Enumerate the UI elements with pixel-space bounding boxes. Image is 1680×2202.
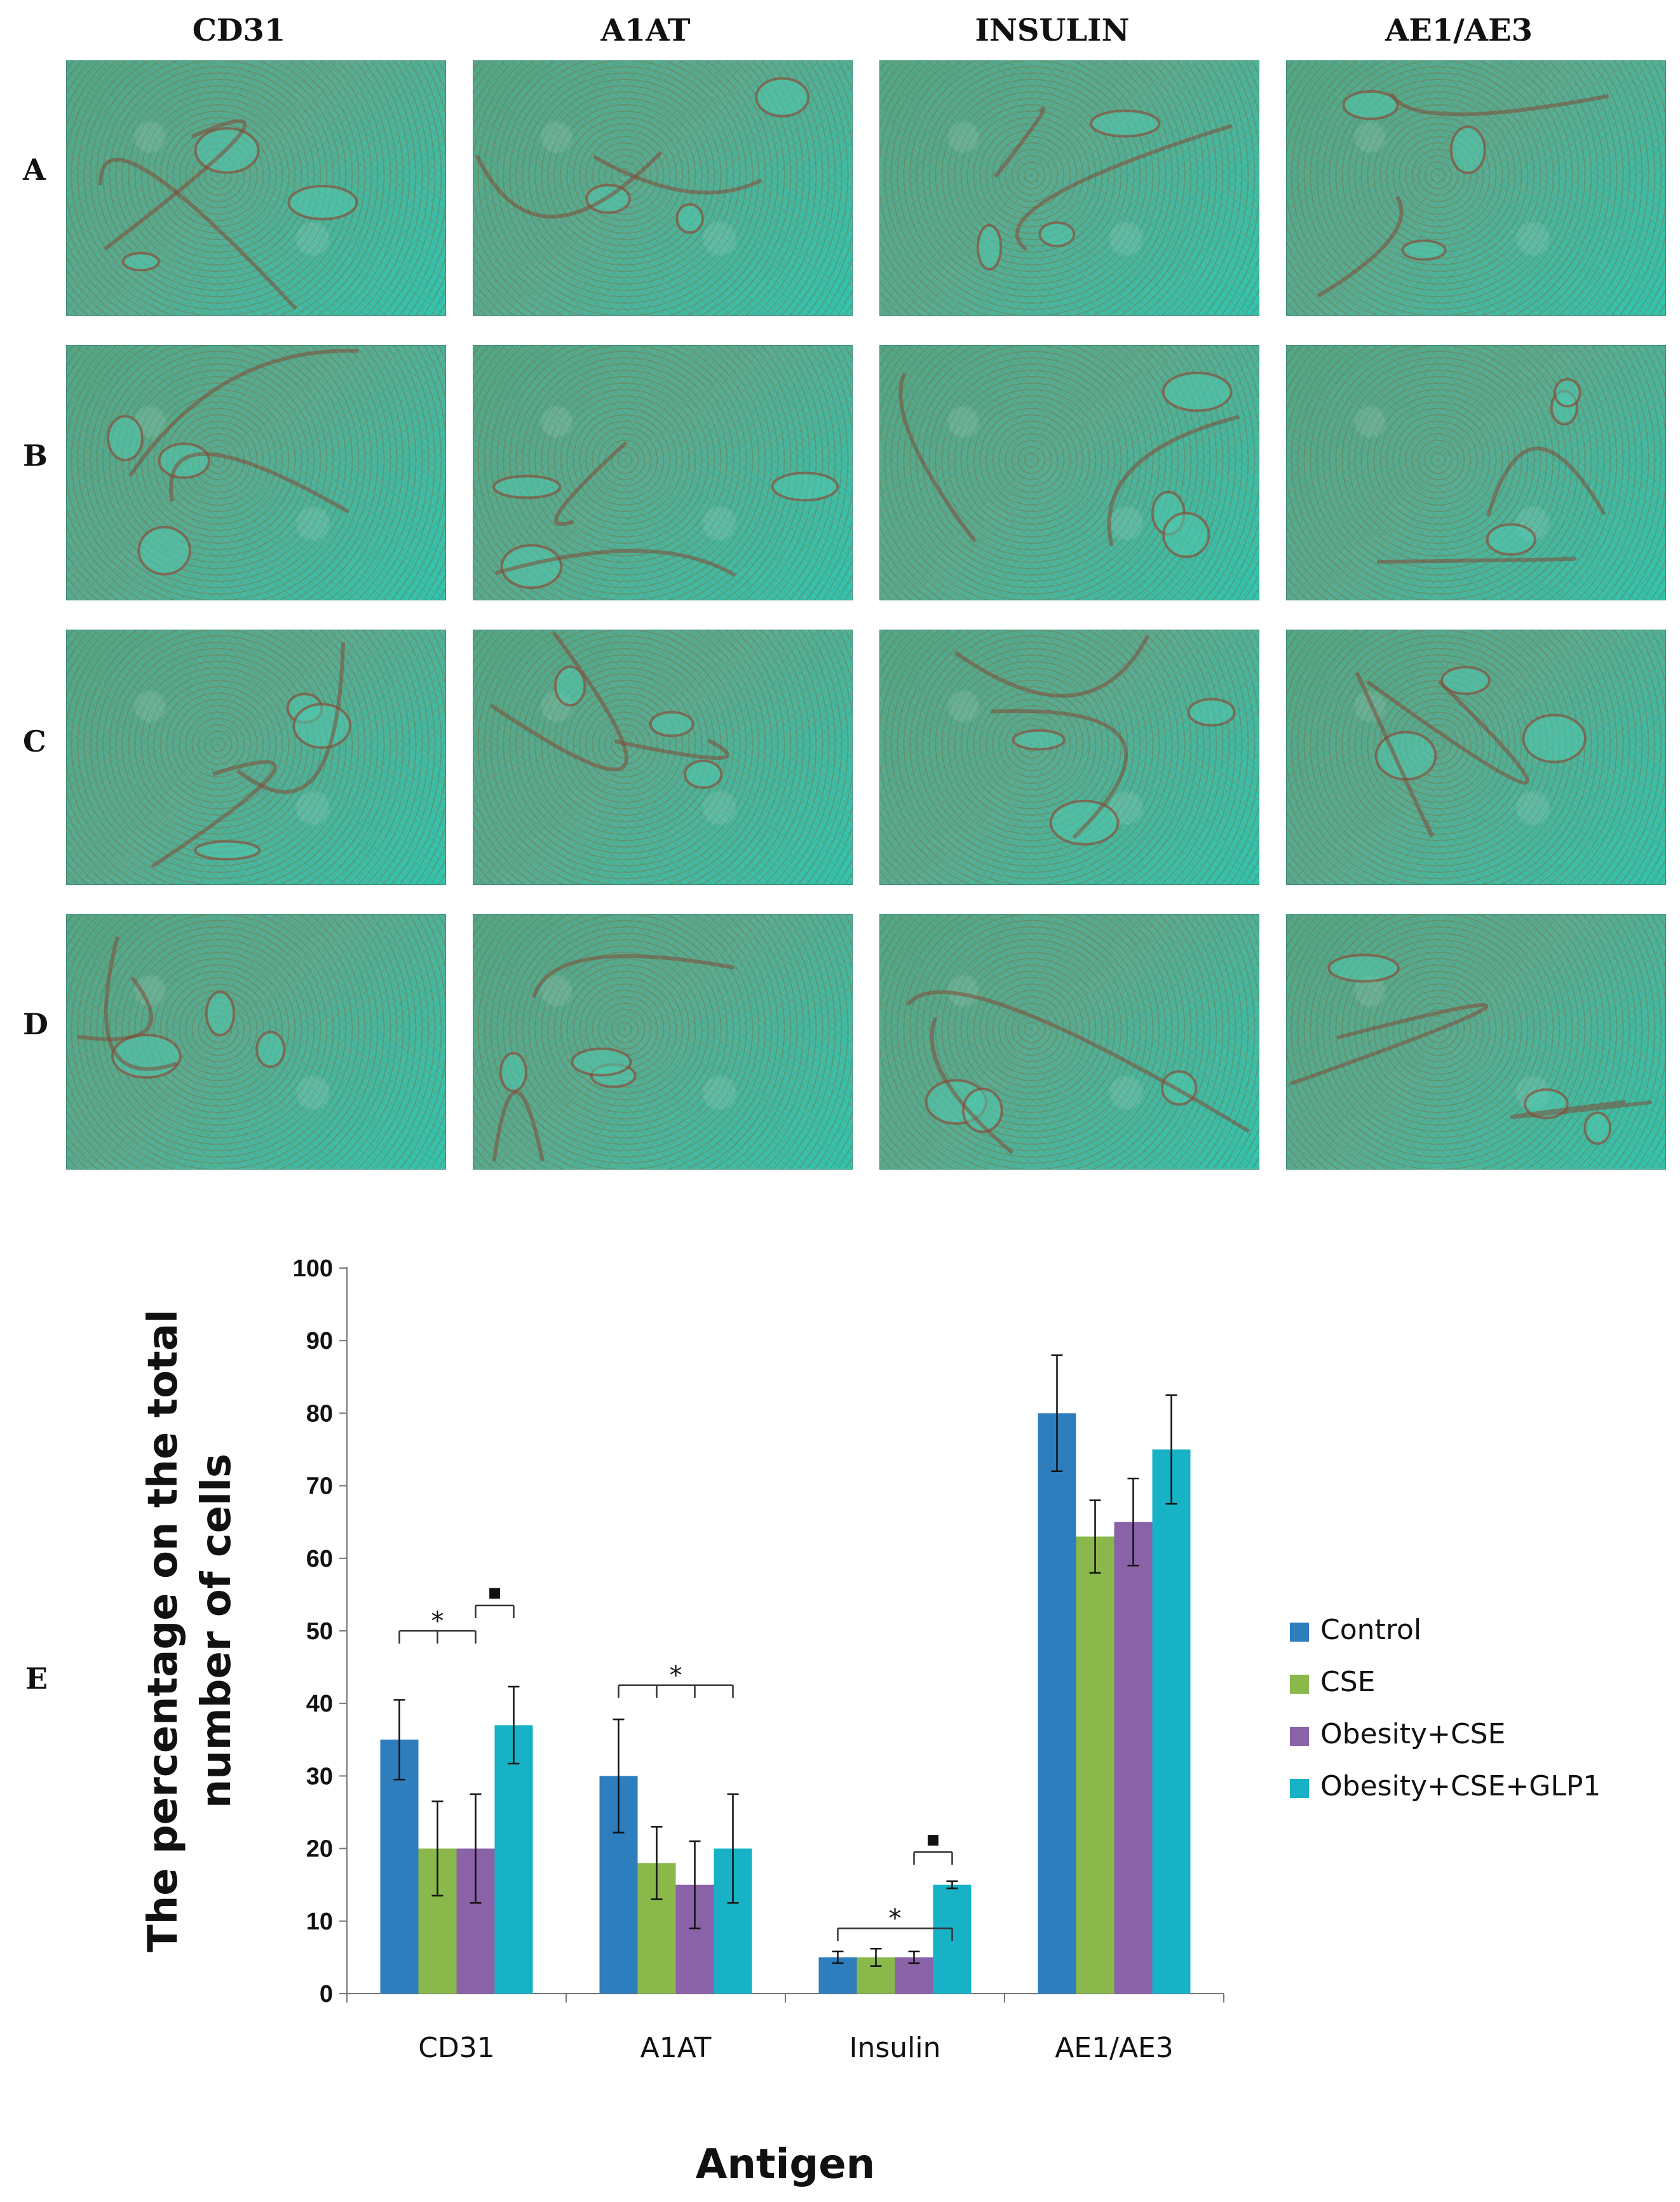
significance-cd31-1-symbol: ▪ <box>487 1579 502 1605</box>
legend-label-control: Control <box>1320 1614 1422 1646</box>
y-tick-label-90: 90 <box>306 1328 333 1354</box>
micrograph-d-ae1-ae3 <box>1286 914 1666 1170</box>
micrograph-b-ae1-ae3 <box>1286 345 1666 600</box>
x-tick-label-cd31: CD31 <box>418 2032 495 2064</box>
micrograph-a-a1at <box>473 60 853 316</box>
x-tick-label-ae1-ae3: AE1/AE3 <box>1055 2032 1174 2064</box>
micrograph-c-cd31 <box>66 630 446 885</box>
micrograph-b-a1at <box>473 345 853 600</box>
significance-insulin-3-symbol: * <box>889 1904 902 1933</box>
y-tick-label-80: 80 <box>306 1400 333 1427</box>
micrograph-c-ae1-ae3 <box>1286 630 1666 885</box>
significance-insulin-4-symbol: ▪ <box>926 1826 940 1851</box>
legend-swatch-obesity-cse <box>1290 1727 1309 1746</box>
y-tick-label-20: 20 <box>306 1836 333 1863</box>
micrograph-a-insulin <box>879 60 1259 316</box>
row-label-b: B <box>23 438 48 473</box>
bar-ae1-ae3-obesity-cse-glp1 <box>1152 1449 1191 1994</box>
micrograph-d-a1at <box>473 914 853 1170</box>
legend-label-obesity-cse: Obesity+CSE <box>1320 1718 1506 1750</box>
legend-swatch-cse <box>1290 1675 1309 1694</box>
micrograph-b-cd31 <box>66 345 446 600</box>
y-tick-label-50: 50 <box>306 1618 333 1645</box>
y-axis-title-line-2: number of cells <box>193 1454 240 1808</box>
y-tick-label-0: 0 <box>320 1981 333 2008</box>
row-label-c: C <box>23 724 46 759</box>
micrograph-a-ae1-ae3 <box>1286 60 1666 316</box>
column-header-ae1-ae3: AE1/AE3 <box>1385 13 1533 48</box>
bar-ae1-ae3-obesity-cse <box>1114 1522 1153 1994</box>
legend-swatch-control <box>1290 1623 1309 1642</box>
bar-cd31-obesity-cse-glp1 <box>494 1725 533 1994</box>
significance-cd31-0-symbol: * <box>431 1607 444 1636</box>
micrograph-c-a1at <box>473 630 853 885</box>
significance-a1at-2-symbol: * <box>670 1661 682 1691</box>
bar-chart: 0 10 20 30 40 50 60 70 80 90 100 CD31 A1AT Insulin AE1… <box>140 1255 1224 2188</box>
micrograph-a-cd31 <box>66 60 446 316</box>
column-header-insulin: INSULIN <box>975 13 1130 48</box>
bar-ae1-ae3-cse <box>1076 1536 1114 1994</box>
micrograph-d-insulin <box>879 914 1259 1170</box>
micrograph-d-cd31 <box>66 914 446 1170</box>
panel-label-e: E <box>25 1661 48 1696</box>
legend-label-cse: CSE <box>1320 1666 1376 1698</box>
micrograph-b-insulin <box>879 345 1259 600</box>
x-tick-label-insulin: Insulin <box>849 2032 940 2064</box>
y-tick-label-30: 30 <box>306 1763 333 1790</box>
legend-swatch-obesity-cse-glp1 <box>1290 1779 1309 1798</box>
column-header-cd31: CD31 <box>192 13 286 48</box>
y-tick-label-70: 70 <box>306 1473 333 1500</box>
y-axis-title-line-1: The percentage on the total <box>140 1309 187 1952</box>
column-header-a1at: A1AT <box>600 13 691 48</box>
y-tick-label-100: 100 <box>293 1255 333 1282</box>
x-tick-label-a1at: A1AT <box>640 2032 712 2064</box>
y-axis-title: The percentage on the total number of cel… <box>140 1309 240 1952</box>
row-label-d: D <box>23 1007 48 1041</box>
x-axis-title: Antigen <box>696 2141 875 2188</box>
y-tick-label-40: 40 <box>306 1691 333 1717</box>
row-label-a: A <box>23 152 46 187</box>
bar-ae1-ae3-control <box>1038 1413 1076 1994</box>
legend-label-obesity-cse-glp1: Obesity+CSE+GLP1 <box>1320 1770 1601 1802</box>
y-tick-label-10: 10 <box>306 1908 333 1935</box>
bar-cd31-control <box>380 1739 419 1994</box>
y-tick-label-60: 60 <box>306 1546 333 1572</box>
micrograph-c-insulin <box>879 630 1259 885</box>
